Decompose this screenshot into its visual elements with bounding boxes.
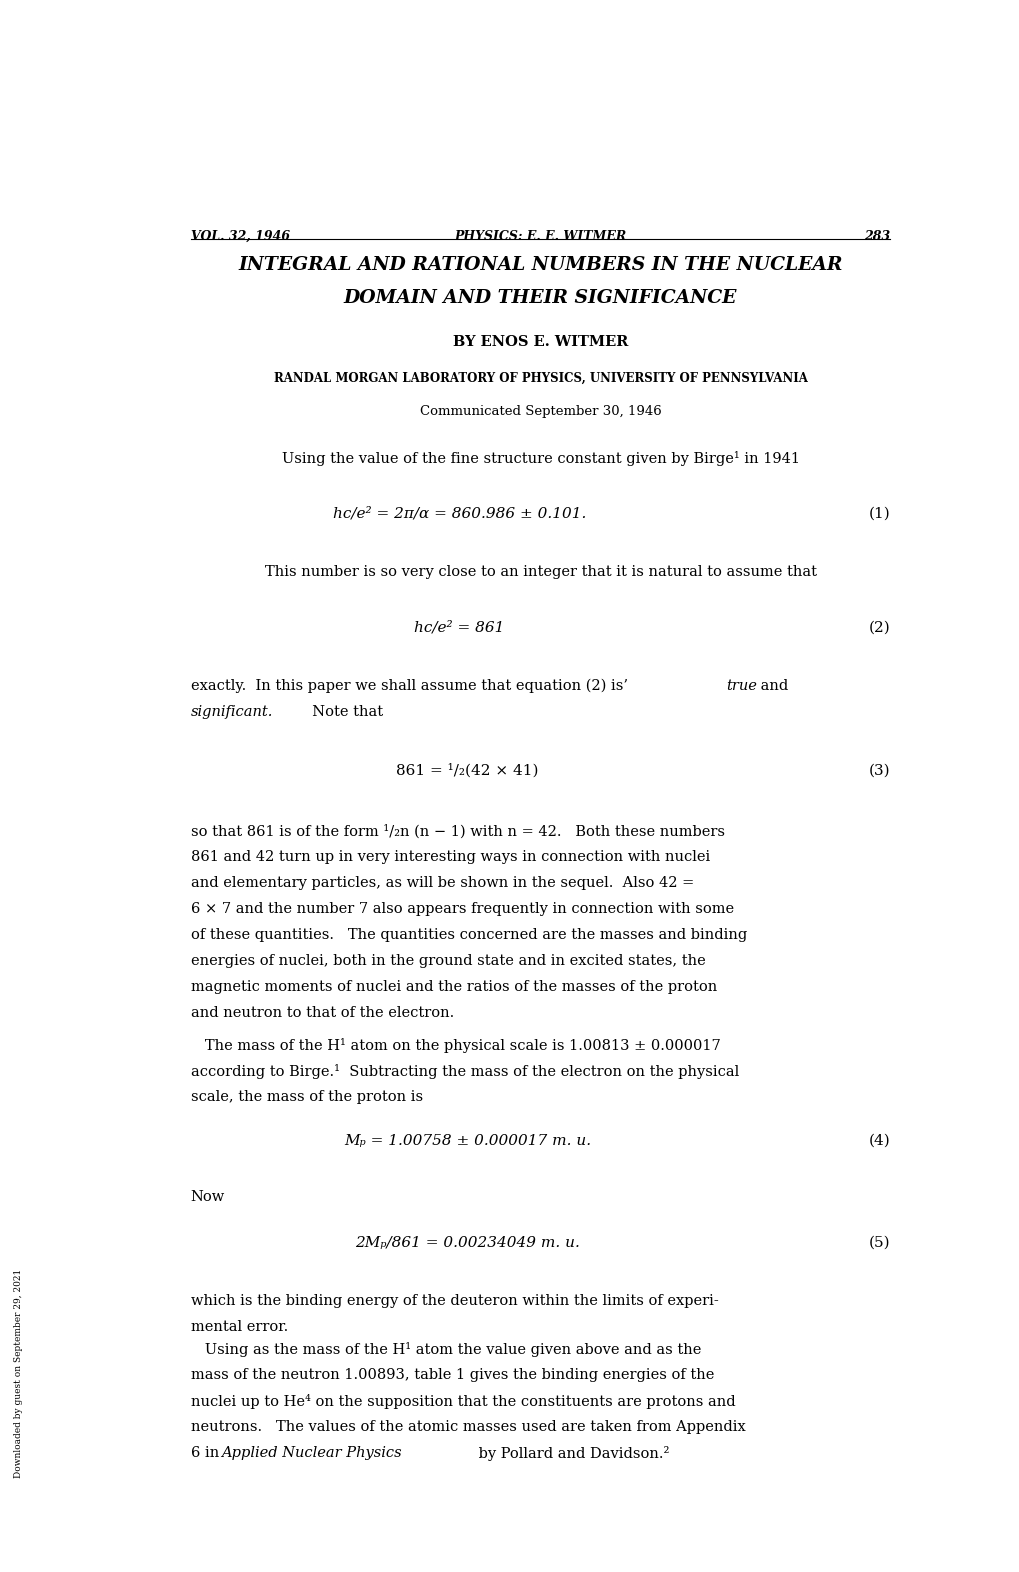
Text: The mass of the H¹ atom on the physical scale is 1.00813 ± 0.000017: The mass of the H¹ atom on the physical … — [191, 1039, 719, 1053]
Text: nuclei up to He⁴ on the supposition that the constituents are protons and: nuclei up to He⁴ on the supposition that… — [191, 1394, 735, 1409]
Text: and neutron to that of the electron.: and neutron to that of the electron. — [191, 1006, 453, 1020]
Text: Now: Now — [191, 1190, 225, 1204]
Text: INTEGRAL AND RATIONAL NUMBERS IN THE NUCLEAR: INTEGRAL AND RATIONAL NUMBERS IN THE NUC… — [238, 256, 842, 275]
Text: Note that: Note that — [303, 706, 383, 720]
Text: DOMAIN AND THEIR SIGNIFICANCE: DOMAIN AND THEIR SIGNIFICANCE — [343, 289, 737, 307]
Text: which is the binding energy of the deuteron within the limits of experi-: which is the binding energy of the deute… — [191, 1294, 717, 1308]
Text: according to Birge.¹  Subtracting the mass of the electron on the physical: according to Birge.¹ Subtracting the mas… — [191, 1064, 739, 1080]
Text: neutrons.   The values of the atomic masses used are taken from Appendix: neutrons. The values of the atomic masse… — [191, 1420, 745, 1434]
Text: Using as the mass of the H¹ atom the value given above and as the: Using as the mass of the H¹ atom the val… — [191, 1341, 700, 1357]
Text: 861 = ¹/₂(42 × 41): 861 = ¹/₂(42 × 41) — [395, 764, 538, 778]
Text: (2): (2) — [868, 621, 890, 635]
Text: Using the value of the fine structure constant given by Birge¹ in 1941: Using the value of the fine structure co… — [281, 451, 799, 467]
Text: scale, the mass of the proton is: scale, the mass of the proton is — [191, 1091, 423, 1105]
Text: Applied Nuclear Physics: Applied Nuclear Physics — [220, 1446, 401, 1460]
Text: by Pollard and Davidson.²: by Pollard and Davidson.² — [473, 1446, 668, 1460]
Text: Mₚ = 1.00758 ± 0.000017 m. u.: Mₚ = 1.00758 ± 0.000017 m. u. — [343, 1133, 590, 1148]
Text: hc/e² = 861: hc/e² = 861 — [414, 621, 504, 635]
Text: hc/e² = 2π/α = 860.986 ± 0.101.: hc/e² = 2π/α = 860.986 ± 0.101. — [332, 508, 586, 520]
Text: 6 in: 6 in — [191, 1446, 223, 1460]
Text: 6 × 7 and the number 7 also appears frequently in connection with some: 6 × 7 and the number 7 also appears freq… — [191, 902, 733, 916]
Text: energies of nuclei, both in the ground state and in excited states, the: energies of nuclei, both in the ground s… — [191, 954, 705, 968]
Text: RANDAL MORGAN LABORATORY OF PHYSICS, UNIVERSITY OF PENNSYLVANIA: RANDAL MORGAN LABORATORY OF PHYSICS, UNI… — [273, 371, 807, 385]
Text: (5): (5) — [868, 1236, 890, 1250]
Text: and: and — [755, 679, 788, 693]
Text: This number is so very close to an integer that it is natural to assume that: This number is so very close to an integ… — [264, 564, 816, 578]
Text: (3): (3) — [868, 764, 890, 778]
Text: 861 and 42 turn up in very interesting ways in connection with nuclei: 861 and 42 turn up in very interesting w… — [191, 850, 709, 865]
Text: mass of the neutron 1.00893, table 1 gives the binding energies of the: mass of the neutron 1.00893, table 1 giv… — [191, 1368, 713, 1382]
Text: (1): (1) — [868, 508, 890, 520]
Text: and elementary particles, as will be shown in the sequel.  Also 42 =: and elementary particles, as will be sho… — [191, 876, 693, 890]
Text: (4): (4) — [868, 1133, 890, 1148]
Text: exactly.  In this paper we shall assume that equation (2) is’: exactly. In this paper we shall assume t… — [191, 679, 627, 693]
Text: 283: 283 — [863, 230, 890, 242]
Text: Communicated September 30, 1946: Communicated September 30, 1946 — [419, 406, 660, 418]
Text: BY ENOS E. WITMER: BY ENOS E. WITMER — [452, 335, 628, 349]
Text: PHYSICS: E. E. WITMER: PHYSICS: E. E. WITMER — [454, 230, 626, 242]
Text: significant.: significant. — [191, 706, 273, 720]
Text: VOL. 32, 1946: VOL. 32, 1946 — [191, 230, 289, 242]
Text: mental error.: mental error. — [191, 1320, 287, 1333]
Text: true: true — [726, 679, 756, 693]
Text: magnetic moments of nuclei and the ratios of the masses of the proton: magnetic moments of nuclei and the ratio… — [191, 981, 716, 994]
Text: Downloaded by guest on September 29, 2021: Downloaded by guest on September 29, 202… — [14, 1269, 22, 1478]
Text: of these quantities.   The quantities concerned are the masses and binding: of these quantities. The quantities conc… — [191, 927, 746, 942]
Text: 2Mₚ/861 = 0.00234049 m. u.: 2Mₚ/861 = 0.00234049 m. u. — [355, 1236, 579, 1250]
Text: so that 861 is of the form ¹/₂n (n − 1) with n = 42.   Both these numbers: so that 861 is of the form ¹/₂n (n − 1) … — [191, 824, 725, 838]
